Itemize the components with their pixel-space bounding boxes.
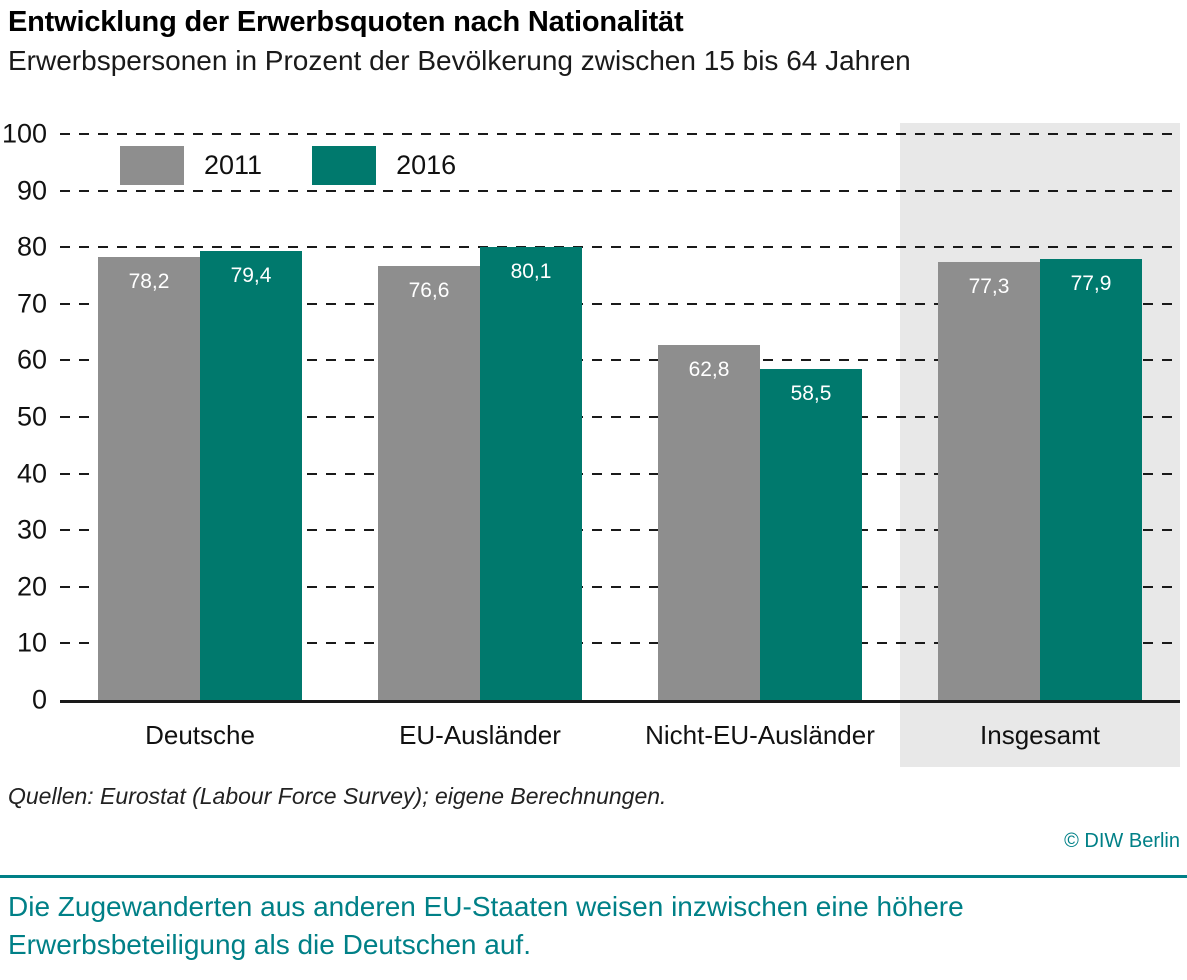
gridline — [60, 359, 1180, 362]
legend-swatch-2016 — [312, 146, 377, 185]
chart-subtitle: Erwerbspersonen in Prozent der Bevölkeru… — [8, 45, 911, 76]
bar-group-insgesamt: 77,3 77,9 — [900, 137, 1180, 700]
bar-groups: 78,2 79,4 76,6 80,1 62,8 58,5 77,3 77,9 — [60, 137, 1180, 700]
gridline — [60, 246, 1180, 249]
bar-group-eu-ausl-nder: 76,6 80,1 — [340, 137, 620, 700]
gridline — [60, 133, 1180, 135]
bar-value-label: 79,4 — [230, 263, 272, 287]
bar-value-label: 80,1 — [510, 259, 552, 283]
copyright-note: © DIW Berlin — [1064, 830, 1180, 852]
bar-value-label: 77,3 — [968, 275, 1010, 299]
y-axis-tick-label: 80 — [16, 231, 47, 262]
y-axis-tick-label: 10 — [16, 627, 47, 658]
bar-2011-insgesamt: 77,3 — [938, 262, 1040, 700]
y-axis-tick-label: 20 — [16, 571, 47, 602]
gridline — [60, 472, 1180, 475]
x-axis-label-nicht-eu-ausl-nder: Nicht-EU-Ausländer — [645, 719, 875, 750]
bar-value-label: 76,6 — [408, 279, 450, 303]
y-axis-tick-label: 60 — [16, 344, 47, 375]
y-axis-tick-label: 40 — [16, 458, 47, 489]
divider-rule — [0, 875, 1187, 878]
bar-2011-eu-ausl-nder: 76,6 — [378, 266, 480, 700]
y-axis-tick-label: 90 — [16, 175, 47, 206]
bar-group-nicht-eu-ausl-nder: 62,8 58,5 — [620, 137, 900, 700]
legend: 2011 2016 — [120, 146, 486, 185]
legend-label-2016: 2016 — [396, 150, 457, 180]
gridline — [60, 642, 1180, 645]
bar-value-label: 58,5 — [790, 381, 832, 405]
source-note: Quellen: Eurostat (Labour Force Survey);… — [8, 783, 667, 809]
bar-2011-nicht-eu-ausl-nder: 62,8 — [658, 344, 760, 700]
y-axis-tick-label: 70 — [16, 288, 47, 319]
bar-2016-nicht-eu-ausl-nder: 58,5 — [760, 368, 862, 700]
legend-swatch-2011 — [120, 146, 184, 185]
bar-2011-deutsche: 78,2 — [98, 257, 200, 700]
bar-2016-insgesamt: 77,9 — [1040, 259, 1142, 700]
bar-2016-eu-ausl-nder: 80,1 — [480, 246, 582, 700]
y-axis-tick-label: 30 — [16, 514, 47, 545]
page-title: Entwicklung der Erwerbsquoten nach Natio… — [8, 6, 684, 38]
x-axis-label-deutsche: Deutsche — [145, 719, 255, 750]
bar-value-label: 77,9 — [1070, 272, 1112, 296]
legend-label-2011: 2011 — [204, 150, 263, 180]
gridline — [60, 416, 1180, 418]
x-axis-label-eu-ausl-nder: EU-Ausländer — [399, 719, 561, 750]
y-axis-tick-label: 0 — [31, 684, 47, 715]
bar-group-deutsche: 78,2 79,4 — [60, 137, 340, 700]
y-axis-tick-label: 50 — [16, 401, 47, 432]
gridline — [60, 189, 1180, 192]
y-axis-tick-label: 100 — [1, 118, 47, 149]
x-axis-label-insgesamt: Insgesamt — [980, 719, 1100, 750]
plot-area: 0 10 20 30 40 50 60 70 80 90 100 78,2 79,4 76,6 80,1 62… — [2, 119, 1180, 715]
gridline — [60, 585, 1180, 588]
gridline — [60, 529, 1180, 532]
x-axis-labels: Deutsche EU-Ausländer Nicht-EU-Ausländer In… — [60, 703, 1180, 767]
bar-2016-deutsche: 79,4 — [200, 250, 302, 700]
gridline — [60, 302, 1180, 305]
bar-value-label: 62,8 — [688, 357, 730, 381]
bar-chart: 0 10 20 30 40 50 60 70 80 90 100 78,2 79,4 76,6 80,1 62… — [2, 119, 1180, 767]
bar-value-label: 78,2 — [128, 270, 170, 294]
caption-text: Die Zugewanderten aus anderen EU-Staaten… — [8, 891, 964, 960]
